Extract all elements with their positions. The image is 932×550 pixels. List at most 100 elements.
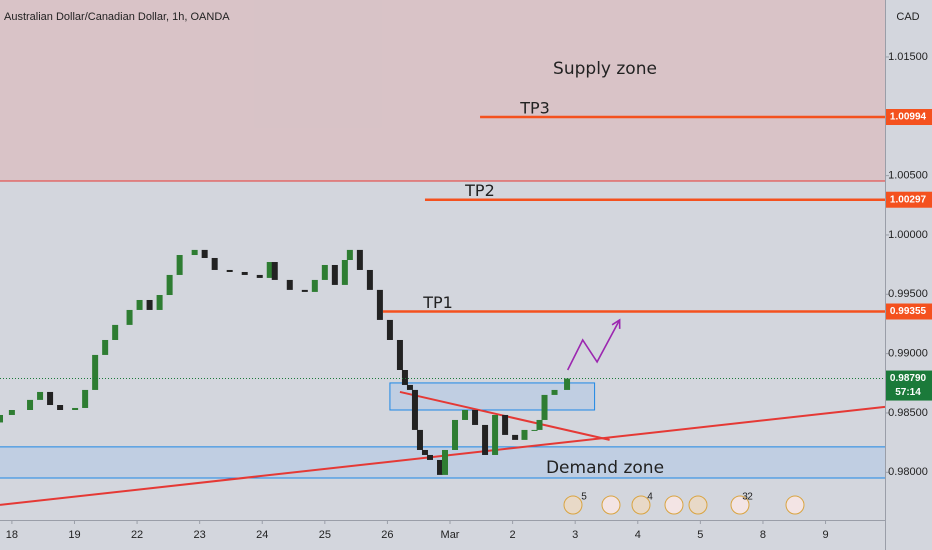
candle [27,399,34,410]
candle [37,391,44,400]
candle [551,389,558,395]
candle [176,255,183,275]
candle [442,449,449,475]
candle [386,319,393,340]
candle [82,389,89,408]
candle [482,424,489,455]
price-tag-label: 1.00297 [890,194,927,205]
candle [126,309,133,325]
candle [411,389,418,430]
y-tick-label: 1.01500 [888,51,928,63]
x-tick-label: 2 [510,529,516,541]
candle [112,324,119,340]
y-tick-label: 1.00500 [888,170,928,182]
candle [8,409,15,415]
tp-label: TP3 [519,99,550,118]
x-tick-label: 25 [319,529,331,541]
event-icon [563,495,583,515]
candle [502,414,509,435]
candle [271,262,278,280]
candle [156,295,163,310]
candle [452,419,459,450]
event-icons: 5 4 3 2 [563,492,805,515]
candle [311,279,318,292]
candle [191,249,198,256]
event-badge: 2 [747,492,753,503]
candle [346,249,353,260]
y-tick-label: 0.99500 [888,288,928,300]
candle [72,407,79,410]
y-tick-label: 0.98500 [888,407,928,419]
price-tag-label: 1.00994 [890,112,927,123]
event-icon [631,495,651,515]
candle [201,249,208,258]
candle [266,262,273,278]
event-icon [730,495,750,515]
y-tick-label: 0.99000 [888,348,928,360]
candle [564,378,571,390]
candle [416,429,423,450]
event-badge: 4 [647,492,653,503]
event-badge: 5 [581,492,587,503]
candle [536,419,543,430]
x-tick-label: 4 [635,529,641,541]
candle [146,299,153,310]
candle [341,260,348,285]
candle [321,264,328,280]
x-tick-label: 3 [572,529,578,541]
candle [166,274,173,296]
x-tick-label: 24 [256,529,268,541]
candle [406,384,413,390]
candle [366,269,373,290]
candle [531,429,538,431]
candle [92,354,99,390]
x-tick-label: 23 [194,529,206,541]
candle [47,391,54,406]
candle [301,289,308,292]
candle [226,269,233,272]
candle [421,449,428,455]
tp-label: TP1 [422,293,453,312]
x-tick-label: 26 [381,529,393,541]
event-icon [688,495,708,515]
x-tick-label: 18 [6,529,18,541]
price-tag [886,370,932,401]
candle [256,274,263,278]
candle [57,405,64,410]
plot: TP3 TP2 TP1 [0,99,886,506]
x-tick-label: 9 [822,529,828,541]
price-tag-label: 0.98790 [890,373,927,384]
x-tick-label: 5 [697,529,703,541]
candle [541,394,548,420]
event-badge: 3 [742,492,748,503]
candle [376,289,383,320]
candle [472,409,479,425]
candle [286,279,293,290]
zone-label: Supply zone [553,59,657,79]
candle [241,271,248,275]
candle [436,459,443,475]
candle [396,339,403,371]
candle [356,249,363,270]
candle [512,434,519,440]
candle [401,370,408,385]
x-tick-label: 22 [131,529,143,541]
candle [136,299,143,310]
candle [102,339,109,355]
tp-label: TP2 [464,181,495,200]
y-tick-label: 0.98000 [888,466,928,478]
x-tick-label: 8 [760,529,766,541]
candle [331,264,338,285]
zone-label: Demand zone [546,458,664,478]
chart-title: Australian Dollar/Canadian Dollar, 1h, O… [4,11,230,23]
x-tick-label: 19 [68,529,80,541]
price-tag [886,191,932,208]
price-tag-label: 0.99355 [890,306,927,317]
x-tick-label: Mar [441,529,460,541]
candle [426,454,433,460]
candle [0,414,3,423]
event-icon [785,495,805,515]
price-tag [886,303,932,320]
